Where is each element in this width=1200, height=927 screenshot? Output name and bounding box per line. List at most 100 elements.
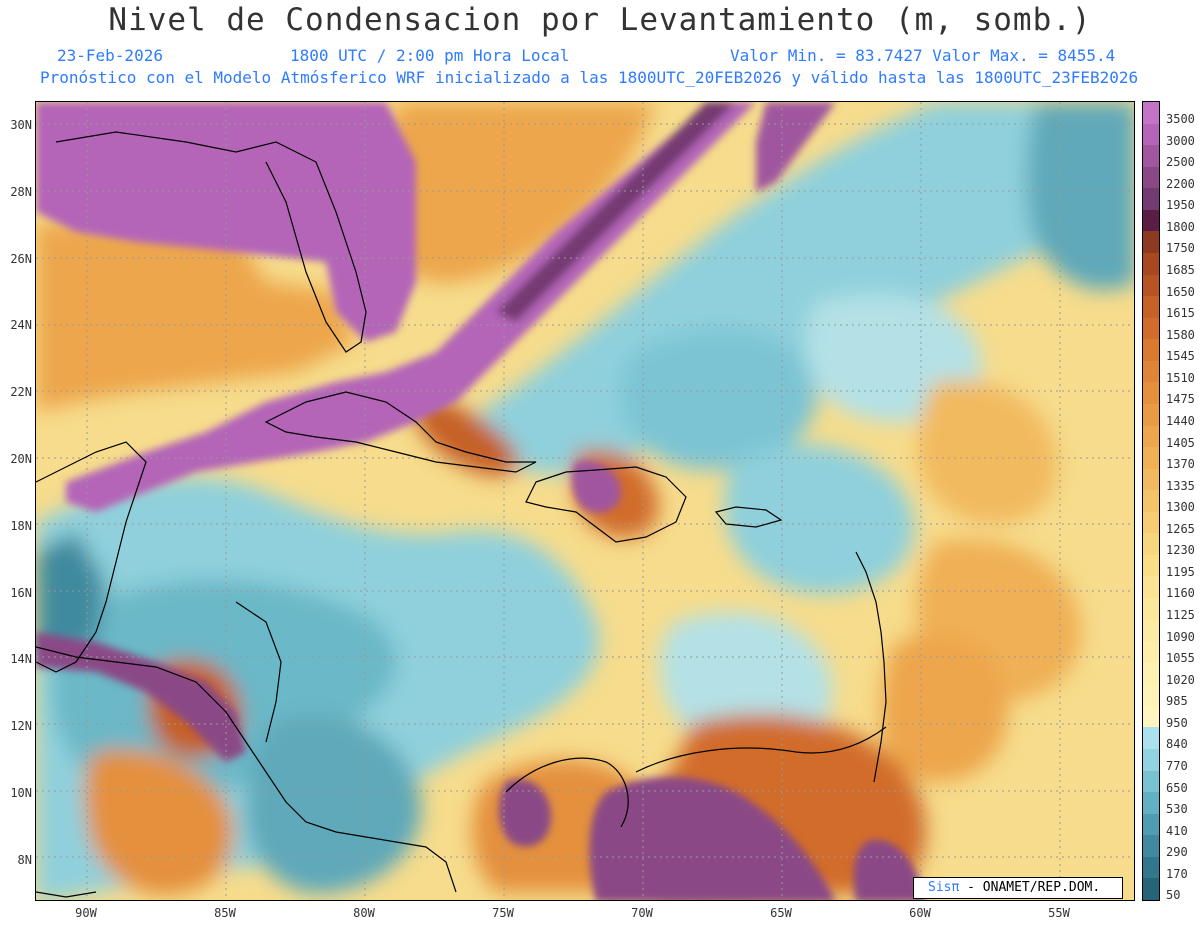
sispi-brand: Sisπ — [928, 880, 960, 895]
lon-label: 70W — [631, 906, 653, 920]
colorbar-swatch — [1143, 533, 1159, 556]
colorbar-label: 290 — [1166, 845, 1188, 860]
colorbar-label: 985 — [1166, 694, 1188, 709]
lat-label: 18N — [10, 518, 32, 533]
colorbar-swatch — [1143, 252, 1159, 276]
colorbar-swatch — [1143, 705, 1159, 728]
colorbar-label: 2500 — [1166, 155, 1195, 170]
colorbar-swatch — [1143, 878, 1159, 901]
lon-label: 55W — [1048, 906, 1070, 920]
colorbar-swatch — [1143, 511, 1159, 534]
colorbar-label: 1950 — [1166, 198, 1195, 213]
colorbar-label: 1615 — [1166, 306, 1195, 321]
colorbar-label: 170 — [1166, 866, 1188, 881]
colorbar-label: 1230 — [1166, 543, 1195, 558]
map-panel — [35, 101, 1135, 901]
forecast-time: 1800 UTC / 2:00 pm Hora Local — [290, 46, 570, 65]
colorbar-label: 3500 — [1166, 112, 1195, 126]
colorbar-label: 1800 — [1166, 219, 1195, 234]
colorbar-swatch — [1143, 727, 1159, 750]
colorbar-swatch — [1143, 188, 1159, 211]
colorbar-swatch — [1143, 490, 1159, 513]
colorbar-label: 840 — [1166, 737, 1188, 752]
colorbar-swatch — [1143, 403, 1159, 426]
colorbar-swatch — [1143, 792, 1159, 815]
colorbar-swatch — [1143, 317, 1159, 340]
colorbar-swatch — [1143, 813, 1159, 836]
lat-label: 22N — [10, 385, 32, 400]
colorbar-swatch — [1143, 749, 1159, 772]
lat-label: 30N — [10, 118, 32, 132]
lat-label: 12N — [10, 719, 32, 734]
colorbar-swatch — [1143, 339, 1159, 362]
lon-label: 65W — [770, 906, 792, 920]
colorbar-label: 1545 — [1166, 349, 1195, 364]
colorbar-label: 1750 — [1166, 241, 1195, 256]
colorbar-label: 1195 — [1166, 564, 1195, 579]
colorbar-label: 410 — [1166, 823, 1188, 838]
colorbar-label: 1160 — [1166, 586, 1195, 601]
colorbar-label: 1440 — [1166, 413, 1195, 428]
colorbar-label: 3000 — [1166, 133, 1195, 148]
colorbar-swatch — [1143, 835, 1159, 858]
forecast-date: 23-Feb-2026 — [57, 46, 163, 65]
colorbar-label: 1090 — [1166, 629, 1195, 644]
colorbar-swatch — [1143, 684, 1159, 707]
lat-label: 8N — [17, 852, 32, 867]
colorbar-label: 50 — [1166, 888, 1181, 903]
colorbar-swatch — [1143, 166, 1159, 189]
colorbar-label: 1580 — [1166, 327, 1195, 342]
colorbar-label: 1405 — [1166, 435, 1195, 450]
colorbar-swatch — [1143, 231, 1159, 254]
colorbar-label: 1475 — [1166, 392, 1195, 407]
colorbar-swatch — [1143, 641, 1159, 664]
lat-label: 28N — [10, 184, 32, 199]
map-title: Nivel de Condensacion por Levantamiento … — [108, 2, 1092, 38]
colorbar-label: 1650 — [1166, 284, 1195, 299]
onamet-org: - ONAMET/REP.DOM. — [959, 880, 1101, 895]
colorbar-swatch — [1143, 856, 1159, 879]
colorbar-swatch — [1143, 576, 1159, 599]
colorbar-swatch — [1143, 619, 1159, 642]
color-scale-bar — [1142, 101, 1160, 901]
lat-label: 14N — [10, 652, 32, 667]
colorbar-swatch — [1143, 382, 1159, 405]
colorbar-swatch — [1143, 598, 1159, 621]
colorbar-swatch — [1143, 145, 1159, 168]
colorbar-swatch — [1143, 662, 1159, 685]
colorbar-swatch — [1143, 274, 1159, 297]
colorbar-label: 950 — [1166, 715, 1188, 730]
coastlines — [36, 131, 887, 898]
lat-label: 16N — [10, 585, 32, 600]
colorbar-label: 770 — [1166, 759, 1188, 774]
colorbar-swatch — [1143, 296, 1159, 319]
colorbar-label: 1265 — [1166, 521, 1195, 536]
colorbar-label: 1300 — [1166, 500, 1195, 515]
colorbar-label: 1020 — [1166, 672, 1195, 687]
colorbar-swatch — [1143, 425, 1159, 448]
lcl-shaded-map — [36, 102, 1134, 900]
colorbar-swatch — [1143, 554, 1159, 577]
colorbar-label: 1370 — [1166, 457, 1195, 472]
colorbar-swatch — [1143, 102, 1159, 125]
colorbar-swatch — [1143, 209, 1159, 232]
lat-label: 24N — [10, 318, 32, 333]
colorbar-label: 530 — [1166, 802, 1188, 817]
lat-label: 26N — [10, 251, 32, 266]
colorbar-label: 1335 — [1166, 478, 1195, 493]
colorbar-swatch — [1143, 360, 1159, 383]
lon-label: 90W — [75, 906, 97, 920]
model-description: Pronóstico con el Modelo Atmósferico WRF… — [40, 68, 1139, 87]
lon-label: 60W — [909, 906, 931, 920]
lat-label: 10N — [10, 786, 32, 800]
min-max-values: Valor Min. = 83.7427 Valor Max. = 8455.4 — [730, 46, 1116, 65]
colorbar-swatch — [1143, 468, 1159, 491]
colorbar-swatch — [1143, 123, 1159, 146]
colorbar-label: 650 — [1166, 780, 1188, 795]
onamet-logo: Sisπ - ONAMET/REP.DOM. — [913, 877, 1123, 899]
colorbar-swatch — [1143, 447, 1159, 470]
lon-label: 80W — [353, 906, 375, 920]
lat-label: 20N — [10, 452, 32, 466]
colorbar-swatch — [1143, 770, 1159, 793]
colorbar-label: 1510 — [1166, 370, 1195, 385]
